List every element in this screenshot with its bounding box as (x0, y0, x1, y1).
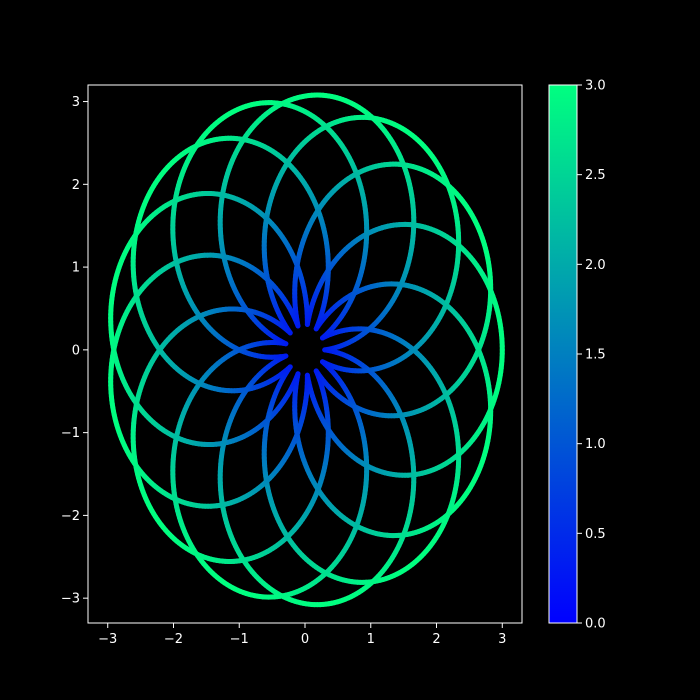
x-tick-label: 1 (367, 632, 375, 647)
colorbar (548, 84, 578, 624)
x-tick-label: 3 (498, 632, 506, 647)
y-axis: −3 −2 −1 0 1 2 3 (61, 95, 88, 607)
colorbar-tick-label: 2.5 (585, 168, 606, 183)
y-tick-label: 1 (72, 261, 80, 276)
colorbar-tick-label: 1.0 (585, 437, 606, 452)
colorbar-tick-label: 2.0 (585, 258, 606, 273)
colorbar-tick-label: 0.5 (585, 527, 606, 542)
colorbar-axis: 0.0 0.5 1.0 1.5 2.0 2.5 3.0 (577, 79, 606, 632)
x-tick-label: −3 (98, 632, 117, 647)
colorbar-tick-label: 3.0 (585, 79, 606, 94)
colorbar-tick-label: 0.0 (585, 617, 606, 632)
colorbar-tick-label: 1.5 (585, 348, 606, 363)
x-tick-label: −2 (164, 632, 183, 647)
y-tick-label: −2 (61, 509, 80, 524)
y-tick-label: −1 (61, 426, 80, 441)
x-tick-label: −1 (230, 632, 249, 647)
x-axis: −3 −2 −1 0 1 2 3 (98, 623, 506, 647)
curve-layer (108, 92, 505, 608)
x-tick-label: 2 (432, 632, 440, 647)
x-tick-label: 0 (301, 632, 309, 647)
y-tick-label: −3 (61, 592, 80, 607)
y-tick-label: 3 (72, 95, 80, 110)
y-tick-label: 0 (72, 343, 80, 358)
plot-frame (87, 84, 523, 624)
y-tick-label: 2 (72, 178, 80, 193)
